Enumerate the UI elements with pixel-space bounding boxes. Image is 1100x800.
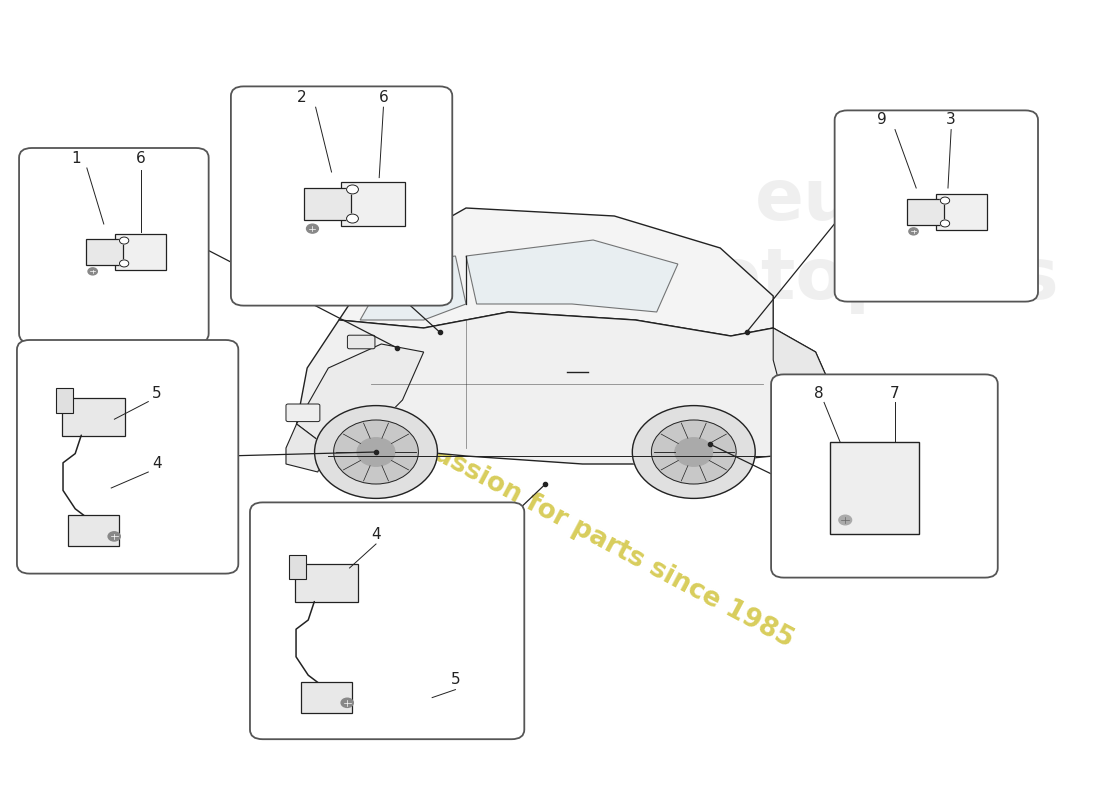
Text: euro
motoparts: euro motoparts — [636, 166, 1058, 314]
Text: 6: 6 — [378, 90, 388, 106]
FancyBboxPatch shape — [936, 194, 987, 230]
FancyBboxPatch shape — [62, 398, 125, 436]
Circle shape — [674, 438, 713, 466]
Text: 2: 2 — [297, 90, 307, 106]
FancyBboxPatch shape — [68, 515, 119, 546]
FancyBboxPatch shape — [803, 402, 830, 421]
Text: 7: 7 — [890, 386, 900, 401]
FancyBboxPatch shape — [304, 187, 351, 221]
FancyBboxPatch shape — [295, 564, 358, 602]
FancyBboxPatch shape — [16, 340, 239, 574]
FancyBboxPatch shape — [231, 86, 452, 306]
Circle shape — [315, 406, 438, 498]
FancyBboxPatch shape — [250, 502, 525, 739]
Text: 5: 5 — [451, 672, 460, 687]
Circle shape — [346, 214, 359, 223]
Polygon shape — [339, 208, 773, 336]
Circle shape — [839, 515, 851, 525]
Text: 1: 1 — [72, 151, 81, 166]
Circle shape — [940, 197, 949, 204]
FancyBboxPatch shape — [86, 239, 123, 265]
Circle shape — [632, 406, 756, 498]
FancyBboxPatch shape — [114, 234, 166, 270]
FancyBboxPatch shape — [289, 555, 306, 579]
FancyBboxPatch shape — [835, 110, 1038, 302]
Polygon shape — [360, 256, 466, 320]
Circle shape — [356, 438, 395, 466]
Circle shape — [909, 228, 918, 235]
Polygon shape — [773, 328, 837, 448]
Circle shape — [88, 268, 97, 275]
Polygon shape — [297, 344, 424, 448]
FancyBboxPatch shape — [56, 389, 73, 413]
Polygon shape — [466, 240, 678, 312]
FancyBboxPatch shape — [348, 335, 375, 349]
FancyBboxPatch shape — [286, 404, 320, 422]
Circle shape — [120, 260, 129, 267]
Text: 9: 9 — [878, 112, 888, 127]
FancyBboxPatch shape — [771, 374, 998, 578]
Text: 4: 4 — [152, 456, 162, 471]
Circle shape — [341, 698, 353, 707]
FancyBboxPatch shape — [301, 682, 352, 713]
FancyBboxPatch shape — [830, 442, 920, 534]
FancyBboxPatch shape — [19, 148, 209, 343]
Text: a passion for parts since 1985: a passion for parts since 1985 — [388, 419, 798, 653]
Circle shape — [120, 237, 129, 244]
Text: 4: 4 — [371, 527, 381, 542]
Polygon shape — [286, 424, 328, 472]
Text: 5: 5 — [152, 386, 162, 401]
Circle shape — [651, 420, 736, 484]
Text: 6: 6 — [136, 151, 145, 166]
Text: 3: 3 — [946, 112, 956, 127]
Circle shape — [346, 185, 359, 194]
Text: 8: 8 — [814, 386, 824, 401]
Circle shape — [940, 220, 949, 227]
Circle shape — [307, 224, 318, 233]
Circle shape — [108, 532, 120, 541]
Polygon shape — [297, 312, 837, 464]
FancyBboxPatch shape — [341, 182, 406, 226]
FancyBboxPatch shape — [906, 199, 944, 225]
Circle shape — [333, 420, 418, 484]
